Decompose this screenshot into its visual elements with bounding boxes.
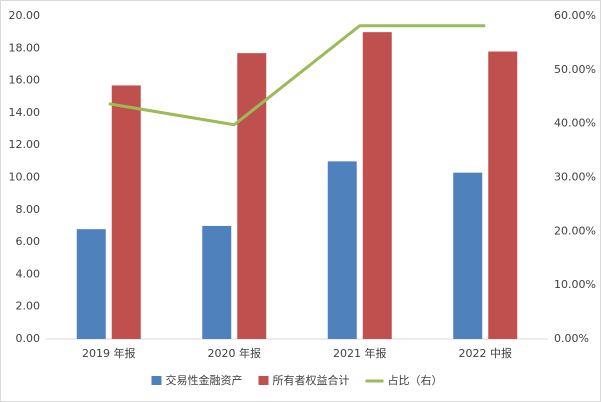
y-tick-label: 4.00	[16, 267, 41, 280]
y-tick-label: 14.00	[9, 106, 41, 119]
bar	[111, 85, 141, 339]
legend-marker	[258, 376, 269, 385]
bar	[453, 172, 483, 339]
y-tick-label: 2.00	[16, 300, 41, 313]
legend-label: 所有者权益合计	[273, 373, 350, 387]
bar	[327, 161, 357, 339]
y2-tick-label: 20.00%	[554, 224, 596, 237]
legend-label: 交易性金融资产	[166, 373, 243, 387]
bar	[488, 51, 518, 339]
y-tick-label: 12.00	[9, 138, 41, 151]
y-tick-label: 20.00	[9, 9, 41, 22]
legend-label: 占比（右）	[388, 373, 443, 387]
y2-tick-label: 10.00%	[554, 278, 596, 291]
line-series	[108, 24, 486, 127]
bar	[202, 225, 232, 339]
x-tick-label: 2019 年报	[82, 346, 136, 360]
y-tick-label: 10.00	[9, 171, 41, 184]
y2-tick-label: 40.00%	[554, 117, 596, 130]
y-tick-label: 0.00	[16, 332, 41, 345]
bar	[76, 229, 106, 339]
y-tick-label: 18.00	[9, 41, 41, 54]
y2-tick-label: 50.00%	[554, 63, 596, 76]
x-tick-label: 2020 年报	[208, 346, 262, 360]
y2-tick-label: 30.00%	[554, 171, 596, 184]
x-tick-label: 2021 年报	[333, 346, 387, 360]
bar	[362, 32, 392, 340]
y-tick-label: 16.00	[9, 74, 41, 87]
y2-tick-label: 0.00%	[554, 332, 589, 345]
y-tick-label: 6.00	[16, 235, 41, 248]
y2-tick-label: 60.00%	[554, 9, 596, 22]
bar	[237, 53, 267, 340]
x-tick-label: 2022 中报	[459, 346, 513, 360]
legend-marker	[151, 376, 162, 385]
y-tick-label: 8.00	[16, 203, 41, 216]
